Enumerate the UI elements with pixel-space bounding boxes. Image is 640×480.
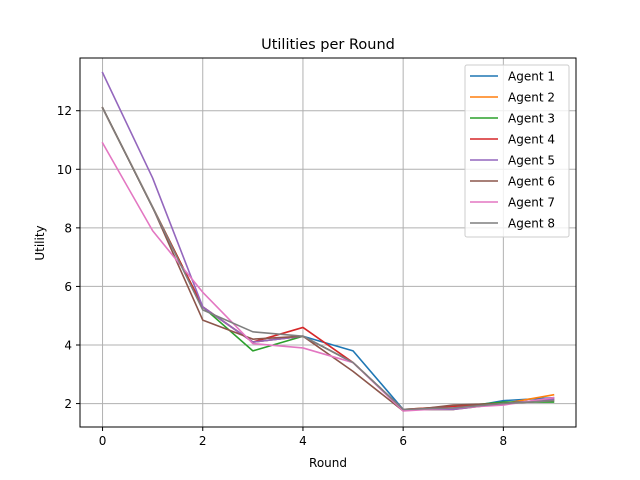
- legend-label-agent-5: Agent 5: [508, 154, 555, 168]
- y-tick-label: 2: [64, 397, 72, 411]
- x-tick-label: 6: [399, 434, 407, 448]
- plot-frame: [79, 57, 577, 428]
- legend-label-agent-7: Agent 7: [508, 196, 555, 210]
- y-axis-ticks: 2 4 6 8 10 12: [57, 104, 80, 411]
- y-tick-label: 8: [64, 221, 72, 235]
- y-tick-label: 6: [64, 280, 72, 294]
- legend-label-agent-8: Agent 8: [508, 217, 555, 231]
- y-tick-label: 10: [57, 163, 72, 177]
- x-tick-label: 4: [299, 434, 307, 448]
- chart-title: Utilities per Round: [261, 37, 395, 53]
- legend-label-agent-4: Agent 4: [508, 133, 555, 147]
- x-tick-label: 2: [199, 434, 207, 448]
- series-line-agent-6: [101, 106, 555, 412]
- legend: Agent 1 Agent 2 Agent 3 Agent 4 Agent 5 Agent…: [464, 64, 570, 238]
- x-tick-label: 0: [99, 434, 107, 448]
- x-axis-label: Round: [309, 456, 347, 470]
- legend-box: [464, 64, 570, 238]
- x-axis-ticks: 0 2 4 6 8: [99, 427, 507, 448]
- x-tick-label: 8: [500, 434, 508, 448]
- series-line-agent-8: [101, 106, 555, 411]
- y-tick-label: 12: [57, 104, 72, 118]
- legend-label-agent-1: Agent 1: [508, 70, 555, 84]
- legend-label-agent-6: Agent 6: [508, 175, 555, 189]
- series-lines: [101, 71, 555, 412]
- legend-label-agent-3: Agent 3: [508, 112, 555, 126]
- y-axis-label: Utility: [33, 225, 47, 260]
- y-tick-label: 4: [64, 339, 72, 353]
- legend-label-agent-2: Agent 2: [508, 91, 555, 105]
